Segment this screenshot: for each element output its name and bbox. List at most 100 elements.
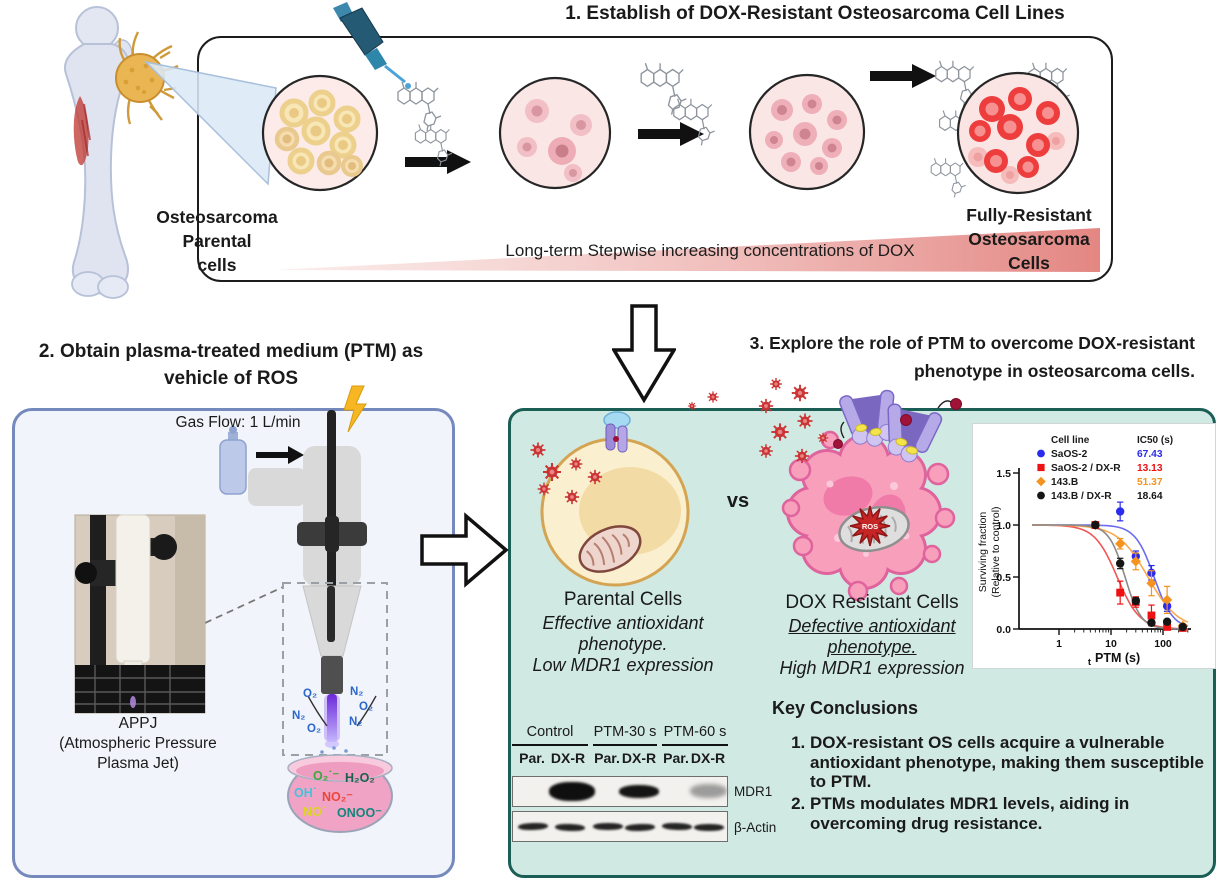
group-underline <box>512 744 588 746</box>
mdr1-band <box>549 782 595 801</box>
actin-band <box>694 824 724 831</box>
dish-species-label: H₂O₂ <box>345 771 375 785</box>
label-line: Osteosarcoma <box>968 229 1090 249</box>
jet-species-label: O₂ <box>359 701 374 713</box>
svg-text:100: 100 <box>1154 638 1172 650</box>
ic50-chart-svg: 0.0 0.5 1.0 1.5 1 10 100 Cell line IC50 (s) SaOS-… <box>977 435 1191 668</box>
title-line: 3. Explore the role of PTM to overcome D… <box>749 333 1195 353</box>
mdr1-band <box>690 784 727 798</box>
label-line: Osteosarcoma <box>156 207 278 227</box>
resistant-phenotype-underlined: Defective antioxidant phenotype. <box>762 616 982 658</box>
svg-text:67.43: 67.43 <box>1137 449 1163 460</box>
dish-species-label: O₂˙⁻ <box>313 769 340 783</box>
step2-title: 2. Obtain plasma-treated medium (PTM) as… <box>0 338 462 392</box>
desc-line: Effective antioxidant <box>542 613 704 633</box>
svg-text:0.5: 0.5 <box>996 572 1011 584</box>
svg-text:t: t <box>1088 657 1092 668</box>
conclusion-item: PTMs modulates MDR1 levels, aiding in ov… <box>810 794 1216 833</box>
tumor-illustration <box>118 31 179 125</box>
svg-text:PTM (s): PTM (s) <box>1095 651 1140 665</box>
western-blot: Control PTM-30 s PTM-60 s Par. DX-R Par.… <box>512 724 802 854</box>
svg-text:Surviving fraction: Surviving fraction <box>977 512 989 593</box>
blot-lane-label: DX-R <box>621 750 657 766</box>
down-arrow-icon <box>612 304 676 404</box>
svg-text:143.B / DX-R: 143.B / DX-R <box>1051 491 1112 502</box>
actin-blot <box>512 811 728 842</box>
actin-band <box>517 822 549 831</box>
dish-species-label: OH˙ <box>294 786 317 800</box>
svg-text:1.0: 1.0 <box>996 520 1011 532</box>
svg-text:13.13: 13.13 <box>1137 463 1163 474</box>
jet-species-label: N₂ <box>292 710 306 722</box>
blot-lane-label: Par. <box>594 750 620 766</box>
step1-title: 1. Establish of DOX-Resistant Osteosarco… <box>565 3 1065 24</box>
blot-lane-label: Par. <box>519 750 545 766</box>
gas-flow-label: Gas Flow: 1 L/min <box>175 414 301 431</box>
vs-label: vs <box>726 490 750 512</box>
blot-group-label: PTM-30 s <box>593 724 657 740</box>
dish-species-label: NO˙ <box>303 805 326 819</box>
svg-text:(Relative to control): (Relative to control) <box>990 506 1002 597</box>
mdr1-blot <box>512 776 728 807</box>
label-line: Fully-Resistant <box>966 205 1092 225</box>
label-line: APPJ <box>118 715 158 732</box>
dox-resistant-cells-label: DOX Resistant Cells <box>785 592 959 613</box>
svg-text:Cell line: Cell line <box>1051 435 1090 446</box>
title-line: 2. Obtain plasma-treated medium (PTM) as <box>38 341 424 362</box>
svg-text:18.64: 18.64 <box>1137 491 1163 502</box>
label-line: Parental <box>182 231 252 251</box>
osteosarcoma-parental-label: Osteosarcoma Parental cells <box>117 205 317 277</box>
group-underline <box>662 744 728 746</box>
dish-species-label: ONOO⁻ <box>337 806 382 820</box>
desc-line: Low MDR1 expression <box>532 655 714 675</box>
resistant-phenotype-text: High MDR1 expression <box>779 658 965 678</box>
blot-lane-label: DX-R <box>690 750 726 766</box>
parental-cells-label: Parental Cells <box>563 589 683 610</box>
svg-text:0.0: 0.0 <box>996 624 1011 636</box>
svg-text:10: 10 <box>1105 638 1117 650</box>
desc-line: phenotype. <box>827 637 917 657</box>
actin-row-label: β-Actin <box>734 820 777 835</box>
parental-phenotype-text: Effective antioxidant phenotype. Low MDR… <box>518 613 728 676</box>
fully-resistant-label: Fully-Resistant Osteosarcoma Cells <box>938 203 1120 275</box>
svg-text:1: 1 <box>1056 638 1062 650</box>
actin-band <box>661 822 693 831</box>
jet-species-label: N₂ <box>350 686 364 698</box>
jet-species-label: O₂ <box>307 723 322 735</box>
desc-line: Defective antioxidant <box>788 616 956 636</box>
svg-text:IC50 (s): IC50 (s) <box>1137 435 1173 446</box>
blot-group-label: Control <box>526 724 574 740</box>
actin-band <box>593 823 623 830</box>
svg-text:SaOS-2: SaOS-2 <box>1051 449 1088 460</box>
panel-plasma-treated-medium <box>12 408 455 878</box>
desc-line: phenotype. <box>578 634 668 654</box>
dish-species-label: NO₂⁻ <box>322 790 353 804</box>
key-conclusions-title: Key Conclusions <box>772 698 919 718</box>
tumor-texture <box>123 63 155 94</box>
title-line: phenotype in osteosarcoma cells. <box>913 361 1195 381</box>
label-line: Cells <box>1008 253 1050 273</box>
label-line: (Atmospheric Pressure <box>59 735 217 752</box>
svg-text:SaOS-2 / DX-R: SaOS-2 / DX-R <box>1051 463 1121 474</box>
jet-species-label: N₂ <box>349 716 363 728</box>
conclusions-list: DOX-resistant OS cells acquire a vulnera… <box>772 733 1216 834</box>
mdr1-band <box>619 785 659 798</box>
label-line: Plasma Jet) <box>97 755 179 772</box>
key-conclusions: Key Conclusions DOX-resistant OS cells a… <box>772 698 1216 836</box>
label-line: cells <box>197 255 237 275</box>
tumor-mass <box>115 53 165 103</box>
ic50-chart: 0.0 0.5 1.0 1.5 1 10 100 Cell line IC50 (s) SaOS-… <box>972 423 1216 669</box>
blot-lane-label: DX-R <box>550 750 586 766</box>
group-underline <box>593 744 657 746</box>
title-line: vehicle of ROS <box>163 368 299 389</box>
jet-species-label: O₂ <box>303 688 318 700</box>
blot-group-label: PTM-60 s <box>663 724 727 740</box>
appj-label: APPJ (Atmospheric Pressure Plasma Jet) <box>52 714 224 774</box>
blot-lane-label: Par. <box>663 750 689 766</box>
conclusion-item: DOX-resistant OS cells acquire a vulnera… <box>810 733 1216 792</box>
svg-text:51.37: 51.37 <box>1137 477 1163 488</box>
step3-title: 3. Explore the role of PTM to overcome D… <box>693 329 1195 385</box>
svg-text:143.B: 143.B <box>1051 477 1078 488</box>
mdr1-row-label: MDR1 <box>734 784 773 799</box>
